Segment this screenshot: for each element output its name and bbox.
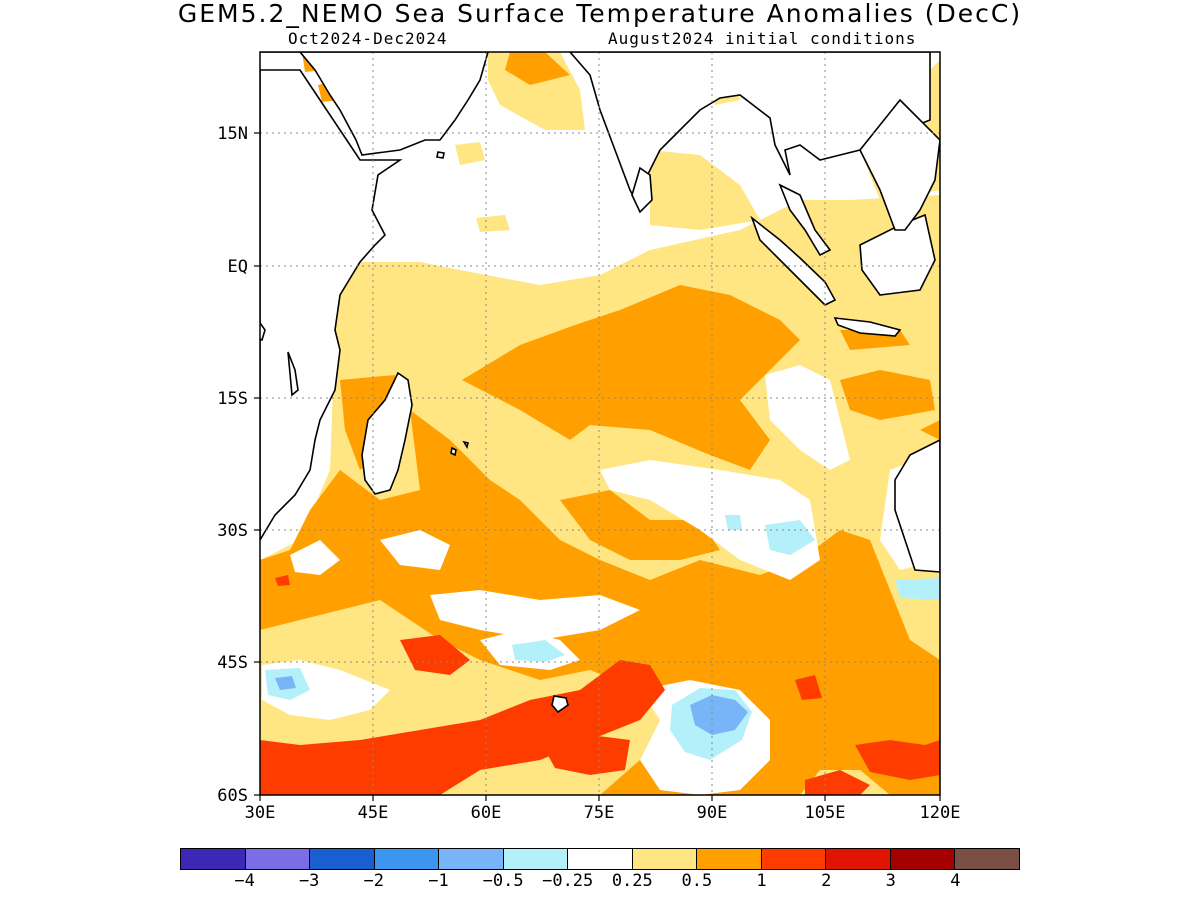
colorbar-label: 4 [950,871,961,891]
x-tick-label: 120E [920,803,961,823]
malay-peninsula [778,183,832,257]
y-tick-label: 30S [217,521,248,541]
y-tick-label: 15S [217,389,248,409]
y-tick-label: 45S [217,653,248,673]
colorbar-box [761,849,827,869]
map-grid [260,52,940,795]
sst-anomaly-map: 30E 45E 60E 75E 90E 105E 120E 15N EQ 15S… [217,51,961,823]
colorbar-label: 2 [821,871,832,891]
colorbar-box [245,849,311,869]
colorbar-box [826,849,891,869]
australia [894,439,940,573]
madagascar [361,371,413,495]
colorbar-label: −1 [428,871,449,891]
colorbar-box [890,849,956,869]
africa-arabia [260,52,489,156]
colorbar-box [374,849,440,869]
colorbar-label: −0.5 [482,871,524,891]
tick-marks [254,132,941,801]
colorbar-label: −2 [363,871,385,891]
colorbar-label: −4 [234,871,255,891]
colorbar-label: 3 [885,871,896,891]
colorbar-box [632,849,698,869]
x-tick-label: 75E [584,803,615,823]
map-frame [259,51,941,796]
colorbar-box [439,849,504,869]
colorbar-label: 1 [756,871,767,891]
colorbar-box [697,849,762,869]
x-tick-label: 60E [471,803,502,823]
y-tick-label: EQ [228,257,248,277]
java [833,317,902,337]
x-tick-label: 90E [697,803,728,823]
anomaly-band-1-2 [260,575,940,795]
sri-lanka [631,166,653,214]
x-tick-label: 45E [358,803,389,823]
initial-conditions: August2024 initial conditions [608,29,917,48]
colorbar-label: 0.25 [611,871,653,891]
colorbar-box [310,849,375,869]
y-tick-label: 15N [217,124,248,144]
x-tick-label: 105E [805,803,846,823]
chart-title: GEM5.2_NEMO Sea Surface Temperature Anom… [177,0,1023,28]
x-tick-label: 30E [245,803,276,823]
colorbar-box [568,849,633,869]
colorbar-label: 0.5 [681,871,713,891]
colorbar-box [181,849,246,869]
sumatra [750,215,837,306]
colorbar-box [503,849,569,869]
colorbar-label: −0.25 [542,871,594,891]
y-tick-label: 60S [217,786,248,806]
colorbar-label: −3 [298,871,320,891]
anomaly-band-negative [265,515,940,760]
colorbar-labels: −4 −3 −2 −1 −0.5 −0.25 0.25 0.5 1 2 3 4 [0,871,1200,895]
colorbar-box [955,849,1019,869]
forecast-period: Oct2024-Dec2024 [288,29,448,48]
colorbar [180,848,1020,870]
